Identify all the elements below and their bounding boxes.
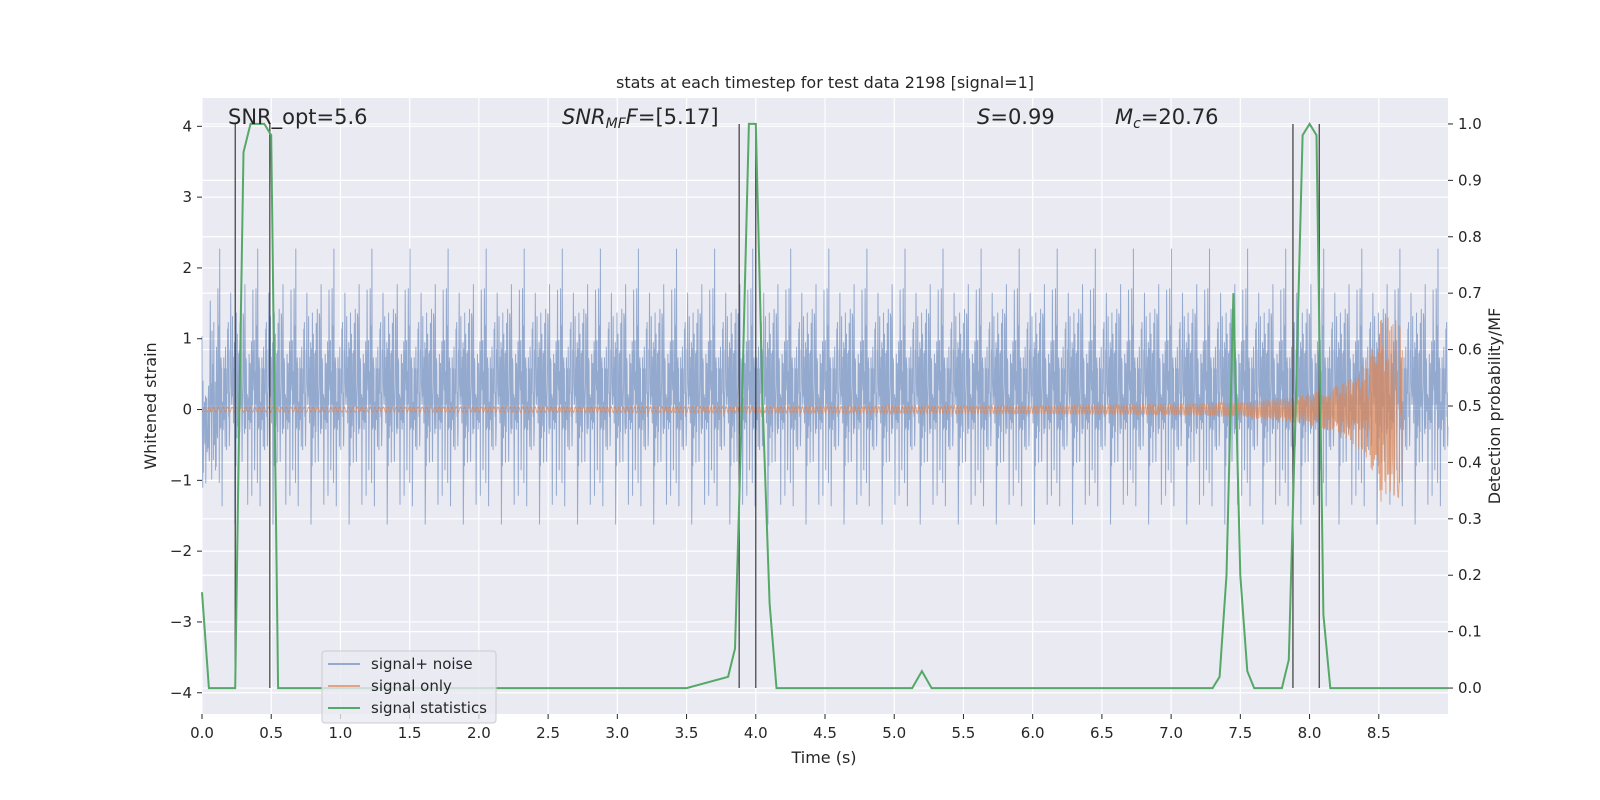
x-tick-label: 5.0 xyxy=(882,724,906,742)
signal-noise-series xyxy=(201,248,1449,525)
x-tick-label: 7.0 xyxy=(1159,724,1183,742)
y-tick-label: −4 xyxy=(170,684,192,702)
y-tick-label: −3 xyxy=(170,613,192,631)
s-annotation: S=0.99 xyxy=(977,105,1055,129)
x-tick-label: 3.0 xyxy=(605,724,629,742)
x-tick-label: 0.5 xyxy=(259,724,283,742)
y-right-tick-label: 0.4 xyxy=(1458,453,1482,471)
axes: 0.0 0.5 1.0 1.5 2.0 2.5 3.0 3.5 4.0 4.5 5.0 5.5 6.0 6… xyxy=(170,115,1482,742)
snr-mf-subscript: MF xyxy=(606,116,627,132)
y-right-tick-label: 0.0 xyxy=(1458,679,1482,697)
chart-title: stats at each timestep for test data 219… xyxy=(616,73,1034,92)
y-right-axis-label: Detection probability/MF xyxy=(1485,308,1504,505)
mc-annotation: Mc=20.76 xyxy=(1115,105,1219,132)
x-tick-label: 4.0 xyxy=(744,724,768,742)
y-tick-label: 4 xyxy=(182,117,192,135)
y-right-tick-label: 1.0 xyxy=(1458,115,1482,133)
mc-value: =20.76 xyxy=(1141,105,1219,129)
y-axis-label: Whitened strain xyxy=(141,342,160,469)
x-tick-label: 5.5 xyxy=(952,724,976,742)
x-tick-label: 2.5 xyxy=(536,724,560,742)
y-right-tick-label: 0.7 xyxy=(1458,284,1482,302)
y-right-tick-label: 0.6 xyxy=(1458,341,1482,359)
legend-box xyxy=(321,650,497,724)
y-tick-label: 1 xyxy=(182,330,192,348)
snr-mf-annotation: SNRMFF=[5.17] xyxy=(562,105,719,132)
vertical-markers xyxy=(234,123,1320,689)
x-tick-label: 8.5 xyxy=(1367,724,1391,742)
snr-mf-prefix: SNR xyxy=(562,105,606,129)
y-tick-label: −2 xyxy=(170,542,192,560)
y-right-tick-label: 0.1 xyxy=(1458,623,1482,641)
signal-only-series xyxy=(201,317,1403,502)
x-tick-label: 3.5 xyxy=(675,724,699,742)
signal-statistics-line xyxy=(201,121,1448,690)
x-tick-label: 6.5 xyxy=(1090,724,1114,742)
x-axis-label: Time (s) xyxy=(790,748,856,767)
y-right-tick-label: 0.9 xyxy=(1458,171,1482,189)
x-tick-label: 1.0 xyxy=(329,724,353,742)
y-tick-label: 3 xyxy=(182,188,192,206)
x-tick-label: 8.0 xyxy=(1298,724,1322,742)
y-tick-label: 2 xyxy=(182,259,192,277)
signal-noise-line xyxy=(201,248,1449,525)
signal-statistics-series xyxy=(201,121,1448,690)
x-tick-label: 0.0 xyxy=(190,724,214,742)
y-right-tick-label: 0.2 xyxy=(1458,566,1482,584)
snr-mf-value: =[5.17] xyxy=(638,105,719,129)
legend-label-signal: signal only xyxy=(371,677,452,695)
x-tick-label: 6.0 xyxy=(1021,724,1045,742)
mc-var: M xyxy=(1115,105,1133,129)
y-right-tick-label: 0.3 xyxy=(1458,510,1482,528)
snr-mf-f: F xyxy=(626,105,639,129)
x-tick-label: 1.5 xyxy=(398,724,422,742)
signal-only-line xyxy=(201,317,1403,502)
legend: signal+ noise signal only signal statist… xyxy=(321,650,497,724)
x-tick-label: 4.5 xyxy=(813,724,837,742)
y-right-tick-label: 0.5 xyxy=(1458,397,1482,415)
s-value: =0.99 xyxy=(990,105,1054,129)
x-tick-label: 2.0 xyxy=(467,724,491,742)
y-tick-label: −1 xyxy=(170,471,192,489)
legend-label-stats: signal statistics xyxy=(371,699,487,717)
snr-opt-annotation: SNR_opt=5.6 xyxy=(228,105,368,130)
x-tick-label: 7.5 xyxy=(1228,724,1252,742)
y-tick-label: 0 xyxy=(182,401,192,419)
legend-label-noise: signal+ noise xyxy=(371,655,473,673)
mc-subscript: c xyxy=(1133,116,1141,132)
y-right-tick-label: 0.8 xyxy=(1458,228,1482,246)
s-var: S xyxy=(977,105,990,129)
